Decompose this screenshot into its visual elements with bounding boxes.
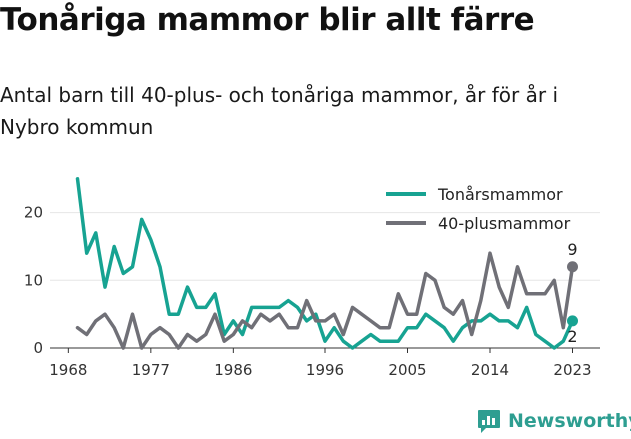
x-axis: 1968 1977 1986 1996 2005 2014 2023 [49,347,600,379]
brand-name: Newsworthy [508,410,631,432]
x-tick-label: 2023 [553,361,591,379]
newsworthy-logo-icon [478,410,500,433]
end-value-label-1: 9 [567,240,577,259]
x-tick-label: 2014 [471,361,509,379]
end-marker-1 [567,261,578,273]
y-tick-label: 20 [24,204,43,222]
chart-subtitle: Antal barn till 40-plus- och tonåriga ma… [0,83,559,139]
brand-logo: Newsworthy [476,408,631,434]
end-marker-0 [567,315,578,327]
end-value-label-0: 2 [567,327,577,346]
end-markers: 29 [567,240,578,346]
gridlines [50,212,600,281]
x-tick-label: 1996 [306,361,344,379]
legend-label-1: 40-plusmammor [438,214,571,233]
y-axis: 0 10 20 [24,204,43,357]
legend: Tonårsmammor 40-plusmammor [386,185,571,233]
legend-label-0: Tonårsmammor [437,185,563,204]
x-tick-label: 1986 [214,361,252,379]
y-tick-label: 0 [33,339,43,357]
x-tick-label: 2005 [388,361,426,379]
chart-title: Tonåriga mammor blir allt färre [0,2,535,38]
series-lines [75,177,575,350]
x-tick-label: 1977 [132,361,170,379]
series-line-1 [75,251,575,350]
x-tick-label: 1968 [49,361,87,379]
series-line-0 [75,177,575,350]
y-tick-label: 10 [24,271,43,289]
